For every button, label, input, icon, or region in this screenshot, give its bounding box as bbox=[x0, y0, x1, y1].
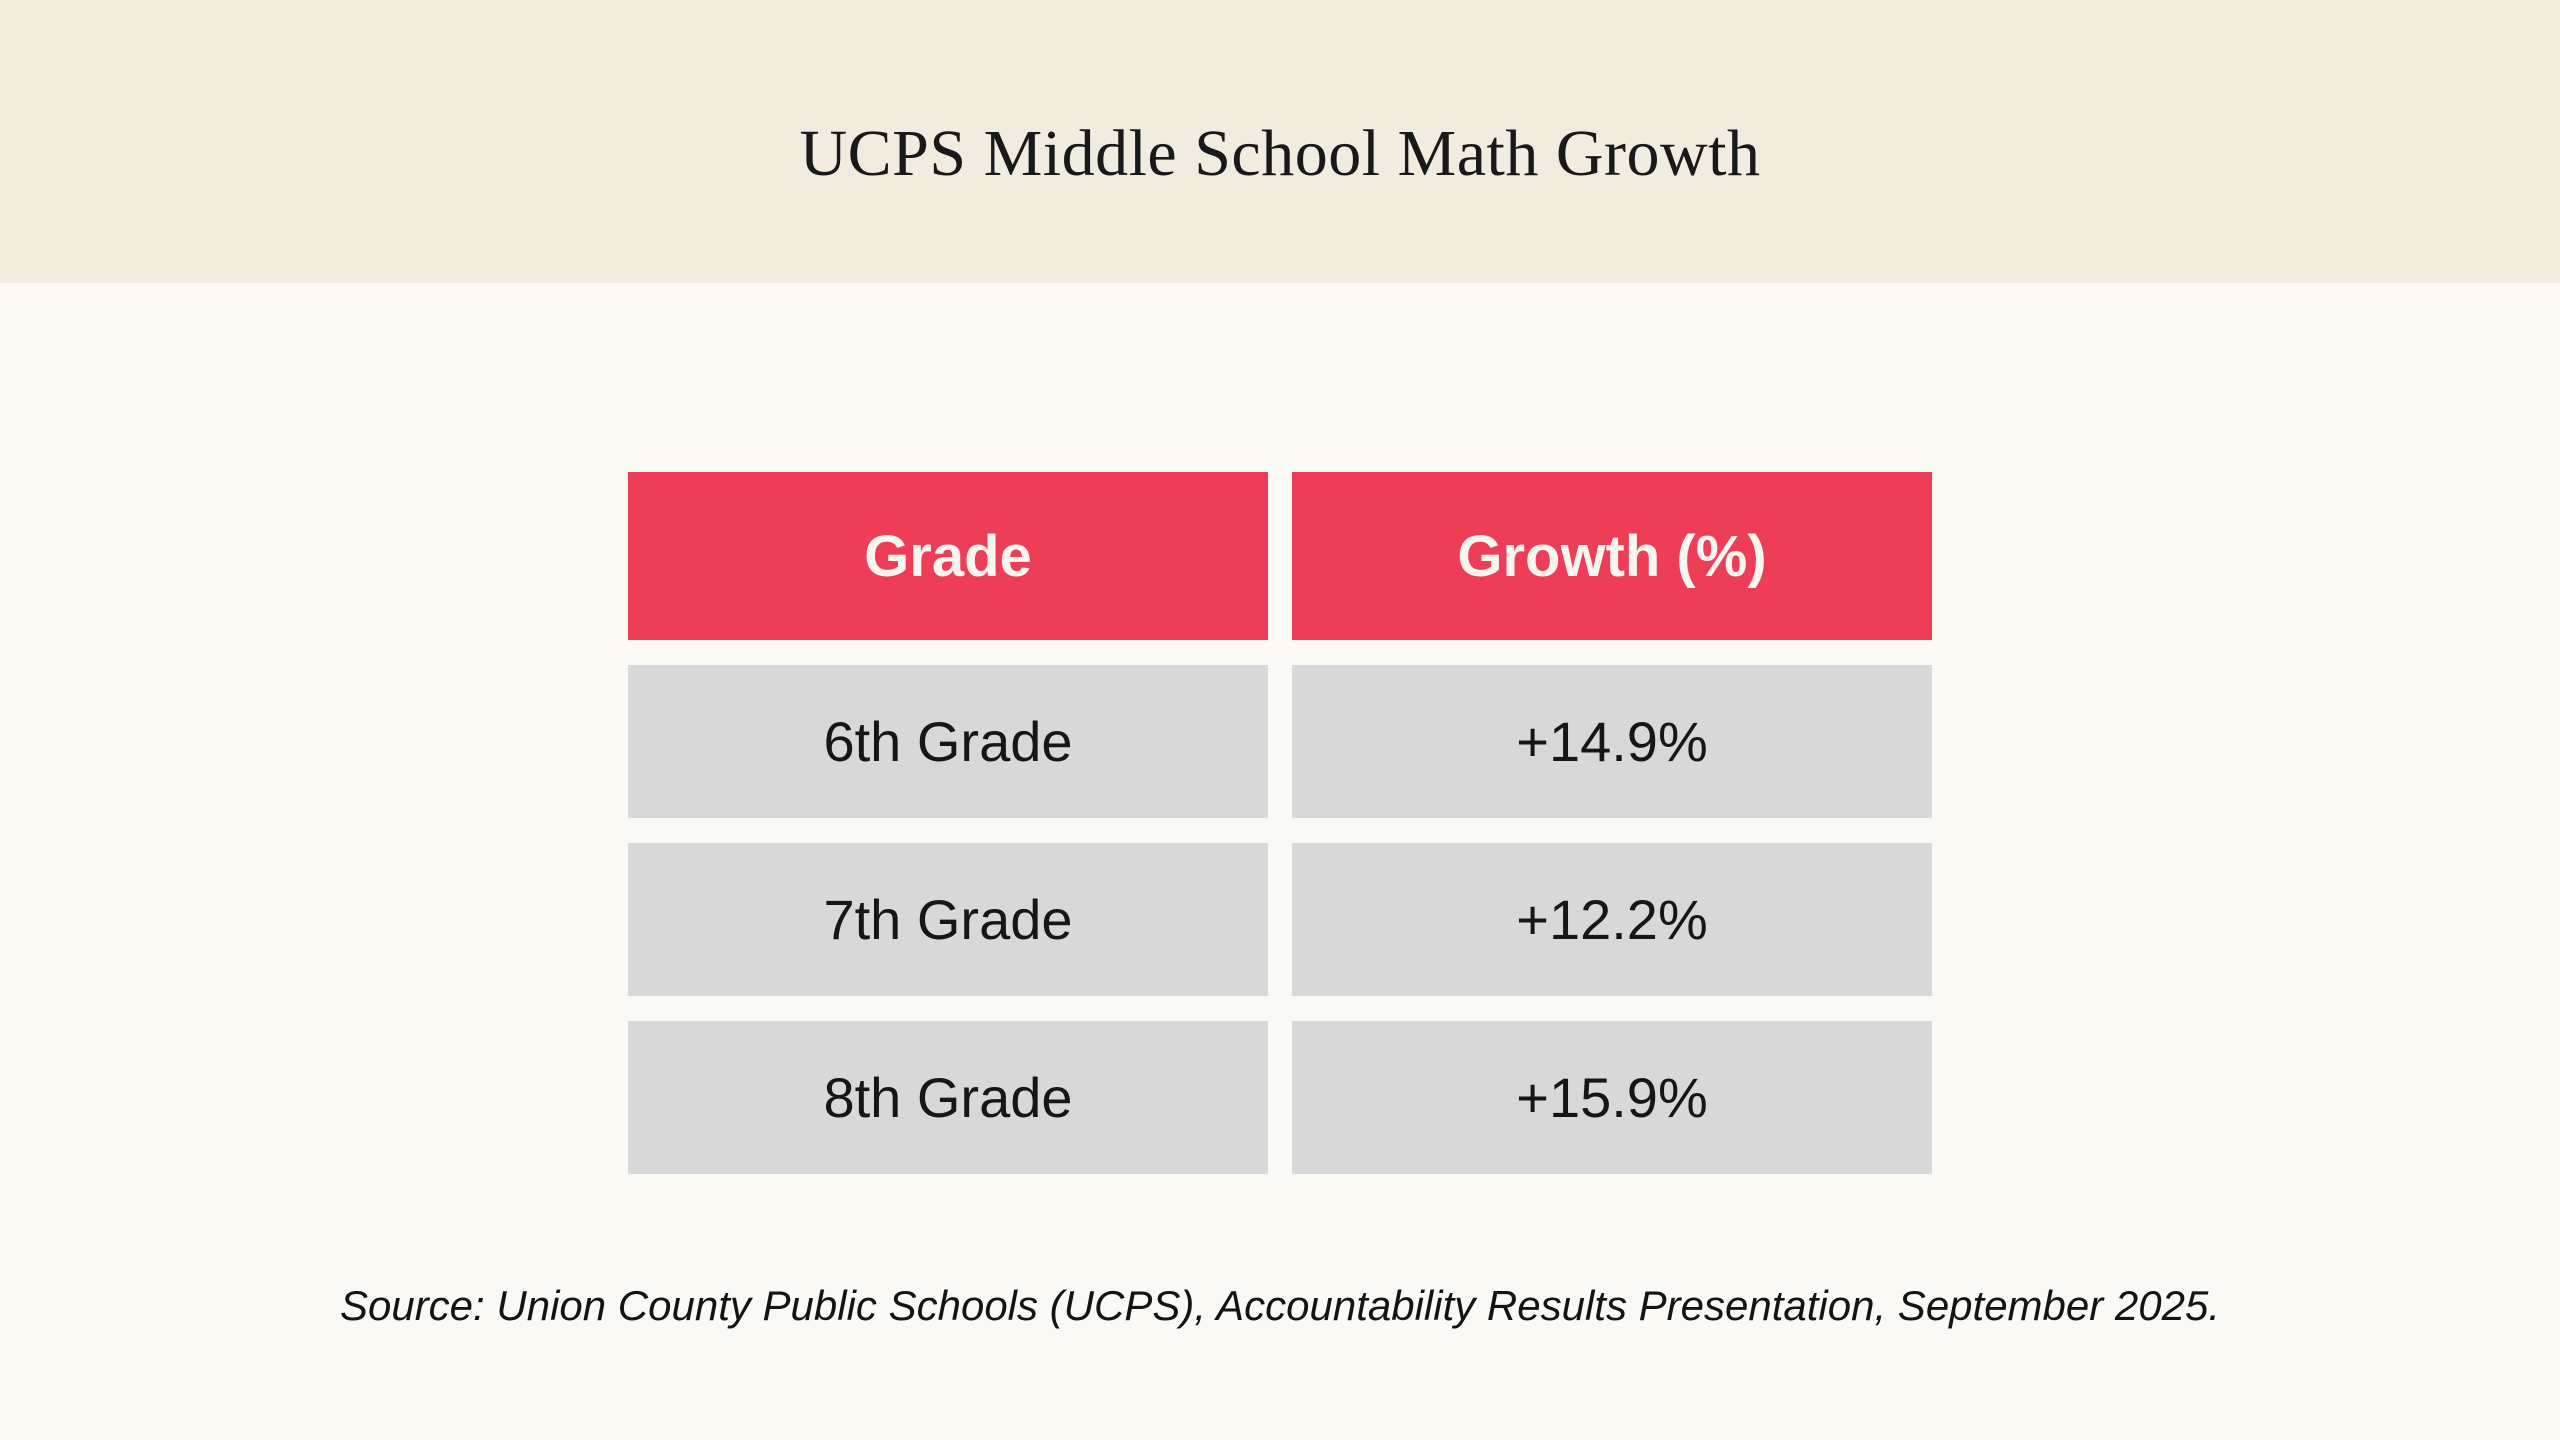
table-cell-grade-7th: 7th Grade bbox=[628, 843, 1268, 996]
column-header-growth: Growth (%) bbox=[1292, 472, 1932, 640]
table-cell-grade-6th: 6th Grade bbox=[628, 665, 1268, 818]
table-cell-growth-7th: +12.2% bbox=[1292, 843, 1932, 996]
title-banner: UCPS Middle School Math Growth bbox=[0, 0, 2560, 283]
table-cell-grade-8th: 8th Grade bbox=[628, 1021, 1268, 1174]
table-cell-growth-8th: +15.9% bbox=[1292, 1021, 1932, 1174]
page-title: UCPS Middle School Math Growth bbox=[799, 116, 1761, 190]
content-area: Grade Growth (%) 6th Grade +14.9% 7th Gr… bbox=[0, 472, 2560, 1330]
table-cell-growth-6th: +14.9% bbox=[1292, 665, 1932, 818]
math-growth-table: Grade Growth (%) 6th Grade +14.9% 7th Gr… bbox=[628, 472, 1932, 1174]
source-citation: Source: Union County Public Schools (UCP… bbox=[339, 1282, 2221, 1329]
column-header-grade: Grade bbox=[628, 472, 1268, 640]
